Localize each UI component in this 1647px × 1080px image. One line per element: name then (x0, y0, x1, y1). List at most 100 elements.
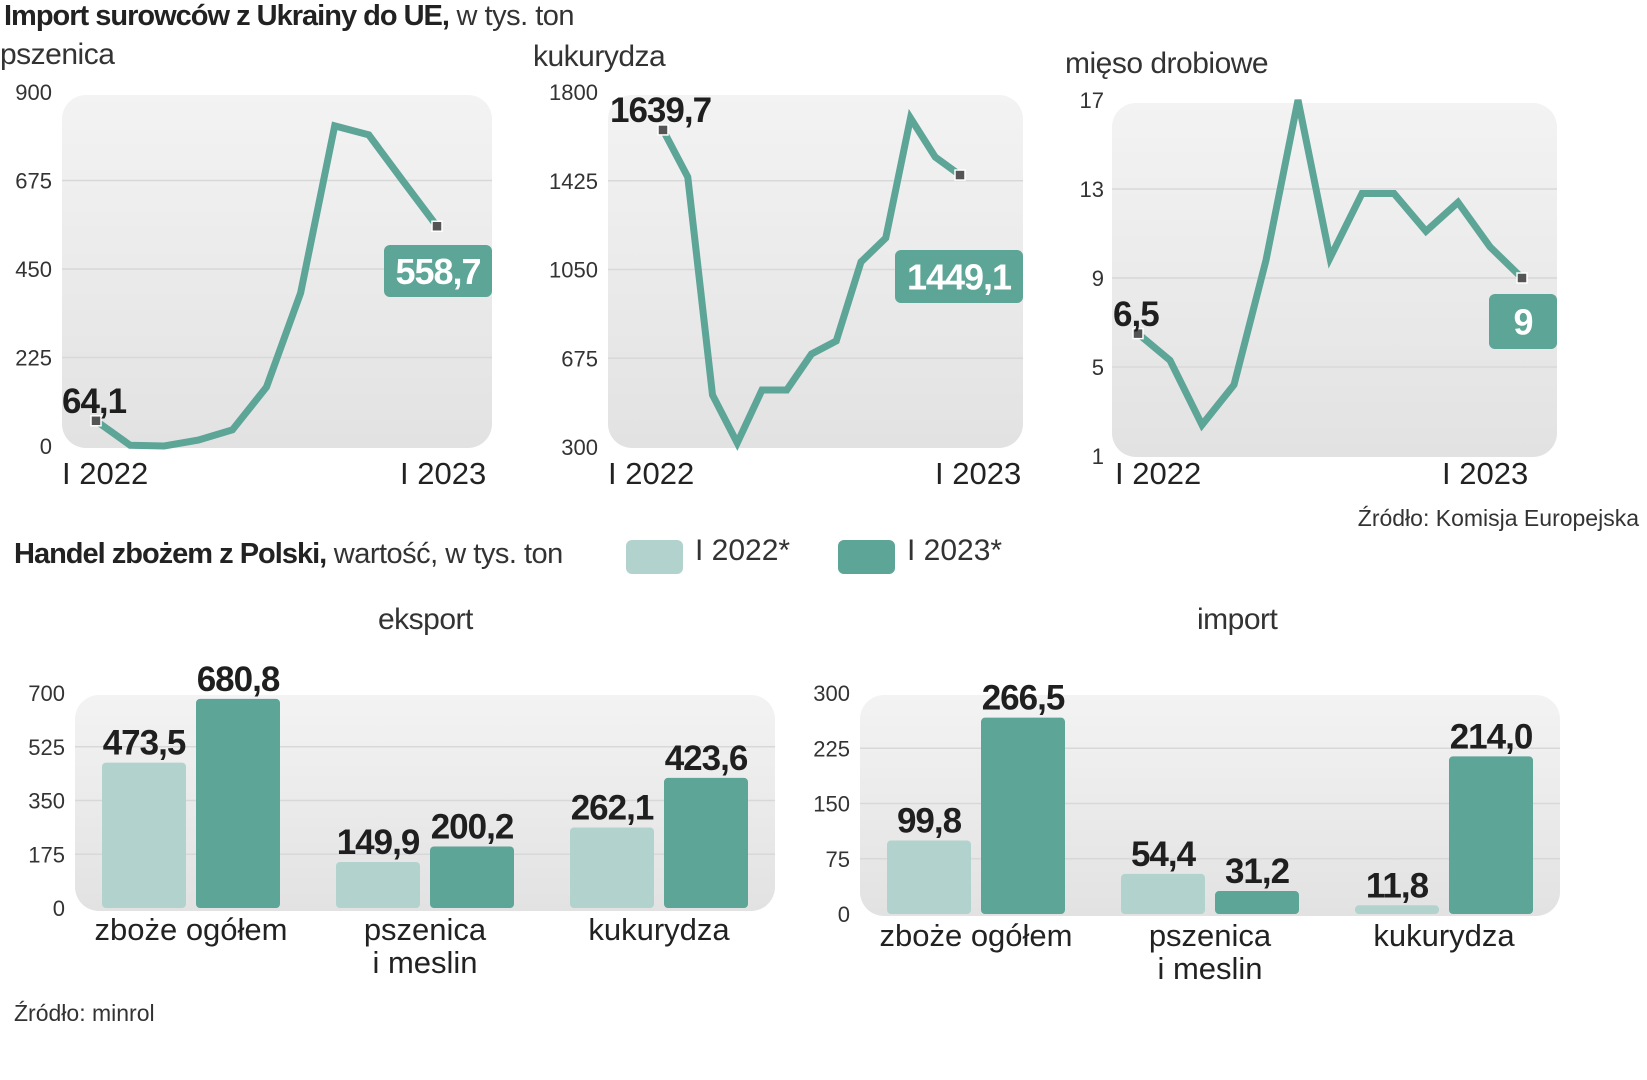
end-value-label: 9 (1513, 302, 1532, 343)
bar-chart-0: 700 525 350 175 0 473,5 680,8 zboże ogółem 149,9… (28, 660, 775, 980)
start-value-label: 6,5 (1113, 295, 1159, 334)
category-label: i meslin (1157, 951, 1262, 986)
y-tick-label: 300 (813, 681, 850, 706)
legend-swatch-2022 (626, 540, 683, 574)
y-tick-label: 17 (1080, 88, 1104, 113)
main-title-bold: Import surowców z Ukrainy do UE, (4, 0, 450, 32)
section2-title-bold: Handel zbożem z Polski, (14, 538, 327, 570)
x-label-start: I 2022 (608, 456, 694, 491)
y-tick-label: 1800 (549, 80, 598, 105)
bar-2022 (1355, 905, 1439, 914)
chart-panel (1112, 103, 1557, 457)
y-tick-label: 225 (813, 736, 850, 761)
bar-value-label: 31,2 (1225, 852, 1290, 891)
start-marker (657, 124, 669, 136)
bar-value-label: 99,8 (897, 801, 962, 840)
y-tick-label: 675 (15, 169, 52, 194)
y-tick-label: 350 (28, 789, 65, 814)
bar-value-label: 262,1 (571, 788, 654, 827)
y-tick-label: 175 (28, 842, 65, 867)
y-tick-label: 0 (838, 902, 850, 927)
bar-2023 (981, 717, 1065, 914)
data-line (659, 108, 963, 451)
y-tick-label: 1 (1092, 444, 1104, 469)
category-label: kukurydza (588, 912, 730, 947)
y-tick-label: 900 (15, 80, 52, 105)
start-marker (90, 415, 102, 427)
bar-title-import: import (1197, 603, 1278, 636)
end-value-label: 1449,1 (907, 257, 1012, 298)
bar-2023 (664, 777, 748, 908)
y-tick-label: 1425 (549, 169, 598, 194)
x-label-end: I 2023 (400, 456, 486, 491)
line-charts-svg: 900 675 450 225 0 64,1 558,7 I 2022 I 2023 1800 14… (15, 80, 1557, 491)
y-tick-label: 0 (53, 896, 65, 921)
bar-2023 (1449, 756, 1533, 914)
bar-value-label: 423,6 (665, 739, 748, 778)
bar-value-label: 214,0 (1450, 717, 1533, 756)
y-tick-label: 0 (40, 434, 52, 459)
section2-title-unit: wartość, w tys. ton (326, 538, 564, 570)
data-line (1135, 99, 1525, 432)
end-marker (1516, 272, 1528, 284)
source-bottom: Źródło: minrol (14, 1000, 155, 1026)
bar-2022 (887, 840, 971, 914)
y-tick-label: 13 (1080, 177, 1104, 202)
x-label-start: I 2022 (62, 456, 148, 491)
y-tick-label: 525 (28, 735, 65, 760)
bar-2023 (196, 698, 280, 908)
bar-value-label: 149,9 (337, 823, 420, 862)
category-label: pszenica (364, 912, 487, 947)
bar-chart-1: 300 225 150 75 0 99,8 266,5 zboże ogółem 54,4 31,… (813, 679, 1560, 986)
section2-title: Handel zbożem z Polski, wartość, w tys. … (14, 538, 563, 571)
end-value-box (895, 250, 1023, 303)
category-label: kukurydza (1373, 918, 1515, 953)
bar-value-label: 473,5 (103, 724, 186, 763)
x-label-end: I 2023 (935, 456, 1021, 491)
y-tick-label: 300 (561, 435, 598, 460)
chart-panel (62, 95, 492, 448)
main-title: Import surowców z Ukrainy do UE, w tys. … (4, 0, 575, 33)
y-tick-label: 1050 (549, 258, 598, 283)
category-label: pszenica (1149, 918, 1272, 953)
y-tick-label: 700 (28, 681, 65, 706)
y-tick-label: 450 (15, 257, 52, 282)
bar-2022 (1121, 873, 1205, 914)
bar-2023 (430, 846, 514, 908)
chart-title-corn: kukurydza (533, 40, 666, 73)
category-label: zboże ogółem (879, 918, 1072, 953)
bar-2023 (1215, 891, 1299, 914)
bar-2022 (570, 827, 654, 908)
start-value-label: 64,1 (62, 382, 127, 421)
bar-title-export: eksport (378, 603, 473, 636)
bar-value-label: 680,8 (197, 660, 280, 699)
main-title-unit: w tys. ton (448, 0, 575, 32)
bar-2022 (102, 762, 186, 908)
bar-value-label: 54,4 (1131, 835, 1197, 874)
end-marker (954, 169, 966, 181)
end-value-box (384, 245, 492, 297)
x-label-start: I 2022 (1115, 456, 1201, 491)
bar-value-label: 266,5 (982, 679, 1065, 718)
start-marker (1132, 327, 1144, 340)
end-value-label: 558,7 (395, 251, 480, 292)
bar-charts-svg: 700 525 350 175 0 473,5 680,8 zboże ogółem 149,9… (28, 660, 1560, 986)
source-top: Źródło: Komisja Europejska (1357, 505, 1639, 531)
legend-label-2023: I 2023* (907, 534, 1003, 567)
end-marker (431, 220, 443, 232)
bar-value-label: 200,2 (431, 808, 514, 847)
legend-label-2022: I 2022* (695, 534, 791, 567)
y-tick-label: 9 (1092, 266, 1104, 291)
line-chart-1: 1800 1425 1050 675 300 1639,7 1449,1 I 2022 I 20… (549, 80, 1023, 491)
end-value-box (1489, 294, 1557, 349)
start-value-label: 1639,7 (610, 91, 711, 130)
legend-swatch-2023 (838, 540, 895, 574)
y-tick-label: 225 (15, 346, 52, 371)
y-tick-label: 150 (813, 792, 850, 817)
bar-2022 (336, 861, 420, 908)
category-label: i meslin (372, 945, 477, 980)
category-label: zboże ogółem (94, 912, 287, 947)
data-line (93, 121, 440, 450)
line-chart-2: 17 13 9 5 1 6,5 9 I 2022 I 2023 (1080, 88, 1557, 491)
bar-value-label: 11,8 (1366, 866, 1429, 905)
